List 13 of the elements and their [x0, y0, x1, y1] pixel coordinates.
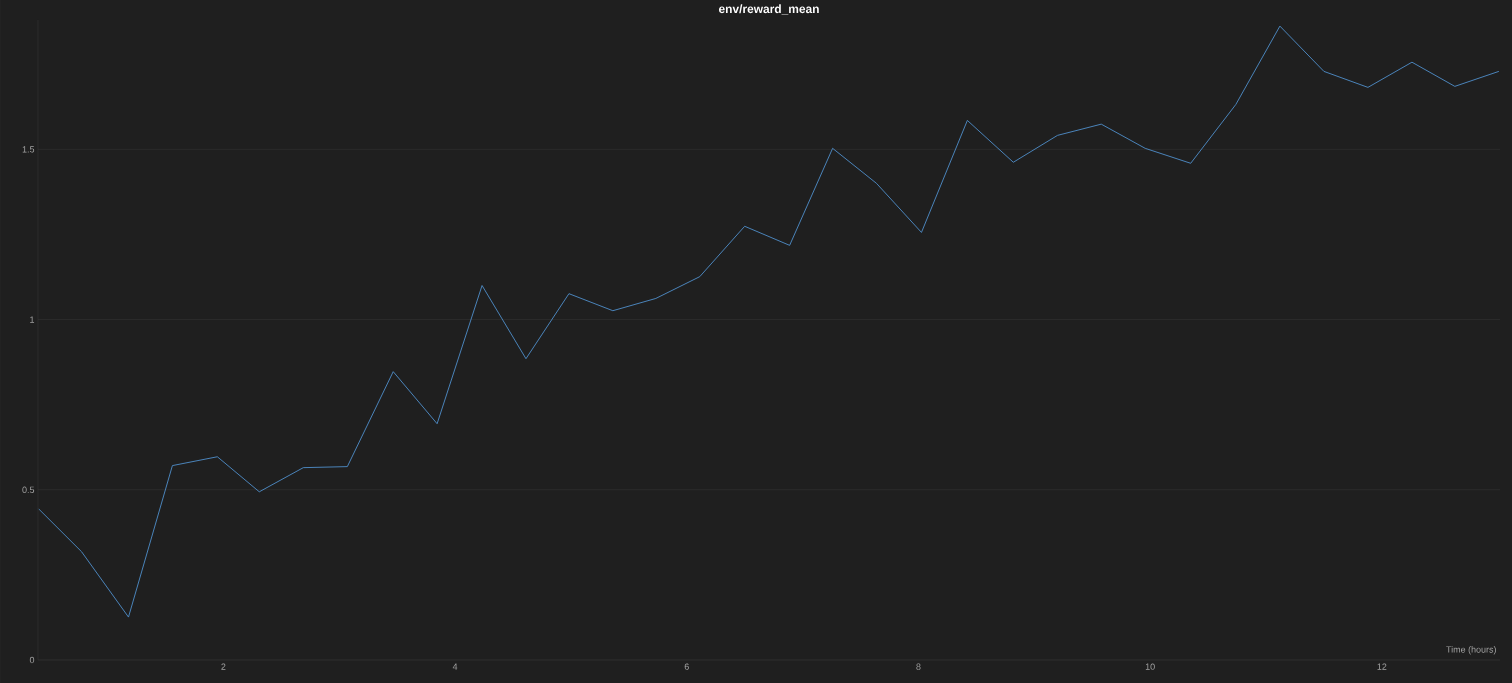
- chart-title: env/reward_mean: [718, 4, 819, 15]
- x-tick-label: 4: [452, 663, 458, 670]
- x-tick-label: 10: [1145, 663, 1155, 670]
- y-tick-label: 0: [29, 656, 35, 664]
- x-axis-title: Time (hours): [1446, 646, 1496, 655]
- y-tick-label: 0.5: [22, 486, 35, 493]
- x-tick-label: 6: [684, 663, 689, 670]
- x-tick-label: 12: [1377, 663, 1387, 670]
- line-series: [38, 25, 1500, 618]
- x-tick-label: 8: [916, 663, 921, 670]
- x-tick-label: 2: [221, 663, 226, 670]
- y-tick-label: 1.5: [22, 146, 35, 153]
- y-tick-label: 1: [30, 316, 35, 323]
